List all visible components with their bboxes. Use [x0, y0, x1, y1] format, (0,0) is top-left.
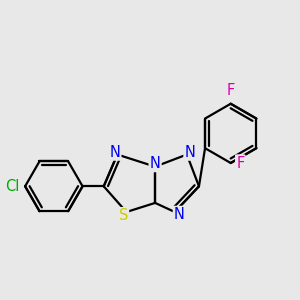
Text: N: N	[174, 207, 185, 222]
Text: N: N	[110, 145, 120, 160]
Text: N: N	[150, 156, 160, 171]
Text: Cl: Cl	[5, 179, 20, 194]
Text: F: F	[236, 155, 244, 170]
Text: N: N	[184, 145, 195, 160]
Text: S: S	[119, 208, 128, 223]
Text: F: F	[226, 83, 235, 98]
